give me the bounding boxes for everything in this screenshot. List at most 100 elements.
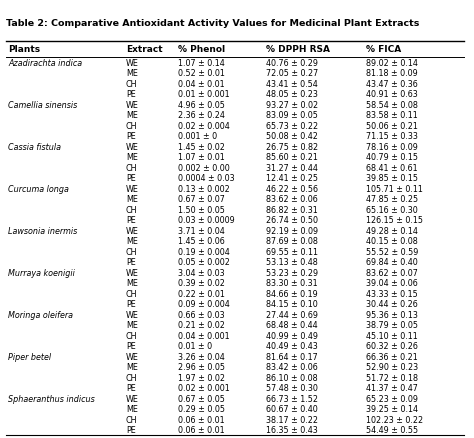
- Text: 1.07 ± 0.01: 1.07 ± 0.01: [178, 153, 225, 162]
- Text: Cassia fistula: Cassia fistula: [8, 142, 61, 152]
- Text: 2.96 ± 0.05: 2.96 ± 0.05: [178, 362, 225, 371]
- Text: CH: CH: [126, 121, 137, 131]
- Text: 0.22 ± 0.01: 0.22 ± 0.01: [178, 289, 225, 298]
- Text: ME: ME: [126, 237, 138, 246]
- Text: CH: CH: [126, 80, 137, 88]
- Text: 84.15 ± 0.10: 84.15 ± 0.10: [266, 300, 318, 308]
- Text: 0.04 ± 0.01: 0.04 ± 0.01: [178, 80, 225, 88]
- Text: Table 2: Comparative Antioxidant Activity Values for Medicinal Plant Extracts: Table 2: Comparative Antioxidant Activit…: [6, 19, 419, 28]
- Text: CH: CH: [126, 205, 137, 214]
- Text: ME: ME: [126, 69, 138, 78]
- Text: WE: WE: [126, 268, 139, 277]
- Text: CH: CH: [126, 247, 137, 256]
- Text: 0.001 ± 0: 0.001 ± 0: [178, 132, 217, 141]
- Text: 83.30 ± 0.31: 83.30 ± 0.31: [266, 279, 318, 288]
- Text: ME: ME: [126, 362, 138, 371]
- Text: WE: WE: [126, 352, 139, 361]
- Text: 66.73 ± 1.52: 66.73 ± 1.52: [266, 394, 318, 403]
- Text: PE: PE: [126, 258, 136, 267]
- Text: 72.05 ± 0.27: 72.05 ± 0.27: [266, 69, 318, 78]
- Text: 45.10 ± 0.11: 45.10 ± 0.11: [366, 331, 418, 340]
- Text: 43.41 ± 0.54: 43.41 ± 0.54: [266, 80, 318, 88]
- Text: 50.06 ± 0.21: 50.06 ± 0.21: [366, 121, 418, 131]
- Text: 0.02 ± 0.001: 0.02 ± 0.001: [178, 383, 230, 392]
- Text: Moringa oleifera: Moringa oleifera: [8, 310, 73, 319]
- Text: Plants: Plants: [8, 46, 40, 54]
- Text: 53.23 ± 0.29: 53.23 ± 0.29: [266, 268, 318, 277]
- Text: 60.67 ± 0.40: 60.67 ± 0.40: [266, 404, 318, 413]
- Text: 48.05 ± 0.23: 48.05 ± 0.23: [266, 90, 318, 99]
- Text: 66.36 ± 0.21: 66.36 ± 0.21: [366, 352, 418, 361]
- Text: 40.76 ± 0.29: 40.76 ± 0.29: [266, 59, 318, 67]
- Text: WE: WE: [126, 310, 139, 319]
- Text: % Phenol: % Phenol: [178, 46, 225, 54]
- Text: 83.62 ± 0.06: 83.62 ± 0.06: [266, 195, 318, 204]
- Text: 71.15 ± 0.33: 71.15 ± 0.33: [366, 132, 418, 141]
- Text: 41.37 ± 0.47: 41.37 ± 0.47: [366, 383, 418, 392]
- Text: WE: WE: [126, 142, 139, 152]
- Text: 78.16 ± 0.09: 78.16 ± 0.09: [366, 142, 418, 152]
- Text: ME: ME: [126, 279, 138, 288]
- Text: 2.36 ± 0.24: 2.36 ± 0.24: [178, 111, 225, 120]
- Text: 81.18 ± 0.09: 81.18 ± 0.09: [366, 69, 418, 78]
- Text: PE: PE: [126, 425, 136, 434]
- Text: 0.29 ± 0.05: 0.29 ± 0.05: [178, 404, 225, 413]
- Text: 58.54 ± 0.08: 58.54 ± 0.08: [366, 100, 418, 110]
- Text: 16.35 ± 0.43: 16.35 ± 0.43: [266, 425, 318, 434]
- Text: 3.26 ± 0.04: 3.26 ± 0.04: [178, 352, 225, 361]
- Text: WE: WE: [126, 394, 139, 403]
- Text: 31.27 ± 0.44: 31.27 ± 0.44: [266, 163, 318, 173]
- Text: 83.58 ± 0.11: 83.58 ± 0.11: [366, 111, 418, 120]
- Text: 68.48 ± 0.44: 68.48 ± 0.44: [266, 321, 318, 329]
- Text: 47.85 ± 0.25: 47.85 ± 0.25: [366, 195, 418, 204]
- Text: 83.62 ± 0.07: 83.62 ± 0.07: [366, 268, 418, 277]
- Text: 0.13 ± 0.002: 0.13 ± 0.002: [178, 184, 230, 193]
- Text: 3.71 ± 0.04: 3.71 ± 0.04: [178, 226, 225, 235]
- Text: 39.04 ± 0.06: 39.04 ± 0.06: [366, 279, 418, 288]
- Text: 1.50 ± 0.05: 1.50 ± 0.05: [178, 205, 225, 214]
- Text: Piper betel: Piper betel: [8, 352, 51, 361]
- Text: 50.08 ± 0.42: 50.08 ± 0.42: [266, 132, 318, 141]
- Text: CH: CH: [126, 331, 137, 340]
- Text: 86.10 ± 0.08: 86.10 ± 0.08: [266, 373, 318, 382]
- Text: PE: PE: [126, 300, 136, 308]
- Text: 40.79 ± 0.15: 40.79 ± 0.15: [366, 153, 418, 162]
- Text: CH: CH: [126, 373, 137, 382]
- Text: 38.17 ± 0.22: 38.17 ± 0.22: [266, 415, 318, 424]
- Text: 26.75 ± 0.82: 26.75 ± 0.82: [266, 142, 318, 152]
- Text: 43.47 ± 0.36: 43.47 ± 0.36: [366, 80, 418, 88]
- Text: WE: WE: [126, 226, 139, 235]
- Text: 69.55 ± 0.11: 69.55 ± 0.11: [266, 247, 318, 256]
- Text: 40.15 ± 0.08: 40.15 ± 0.08: [366, 237, 418, 246]
- Text: 0.01 ± 0.001: 0.01 ± 0.001: [178, 90, 229, 99]
- Text: 126.15 ± 0.15: 126.15 ± 0.15: [366, 216, 423, 225]
- Text: 89.02 ± 0.14: 89.02 ± 0.14: [366, 59, 418, 67]
- Text: 0.01 ± 0: 0.01 ± 0: [178, 342, 212, 350]
- Text: PE: PE: [126, 342, 136, 350]
- Text: 55.52 ± 0.59: 55.52 ± 0.59: [366, 247, 419, 256]
- Text: 0.67 ± 0.05: 0.67 ± 0.05: [178, 394, 225, 403]
- Text: Murraya koenigii: Murraya koenigii: [8, 268, 75, 277]
- Text: 3.04 ± 0.03: 3.04 ± 0.03: [178, 268, 225, 277]
- Text: Curcuma longa: Curcuma longa: [8, 184, 69, 193]
- Text: 93.27 ± 0.02: 93.27 ± 0.02: [266, 100, 318, 110]
- Text: WE: WE: [126, 59, 139, 67]
- Text: 46.22 ± 0.56: 46.22 ± 0.56: [266, 184, 318, 193]
- Text: 49.28 ± 0.14: 49.28 ± 0.14: [366, 226, 418, 235]
- Text: 85.60 ± 0.21: 85.60 ± 0.21: [266, 153, 318, 162]
- Text: 0.39 ± 0.02: 0.39 ± 0.02: [178, 279, 225, 288]
- Text: % FICA: % FICA: [366, 46, 401, 54]
- Text: ME: ME: [126, 321, 138, 329]
- Text: 26.74 ± 0.50: 26.74 ± 0.50: [266, 216, 318, 225]
- Text: 1.45 ± 0.06: 1.45 ± 0.06: [178, 237, 225, 246]
- Text: 40.99 ± 0.49: 40.99 ± 0.49: [266, 331, 318, 340]
- Text: 0.002 ± 0.00: 0.002 ± 0.00: [178, 163, 230, 173]
- Text: 39.85 ± 0.15: 39.85 ± 0.15: [366, 174, 418, 183]
- Text: 0.04 ± 0.001: 0.04 ± 0.001: [178, 331, 229, 340]
- Text: Camellia sinensis: Camellia sinensis: [8, 100, 77, 110]
- Text: PE: PE: [126, 174, 136, 183]
- Text: 0.09 ± 0.004: 0.09 ± 0.004: [178, 300, 230, 308]
- Text: 30.44 ± 0.26: 30.44 ± 0.26: [366, 300, 418, 308]
- Text: 0.06 ± 0.01: 0.06 ± 0.01: [178, 425, 225, 434]
- Text: 12.41 ± 0.25: 12.41 ± 0.25: [266, 174, 318, 183]
